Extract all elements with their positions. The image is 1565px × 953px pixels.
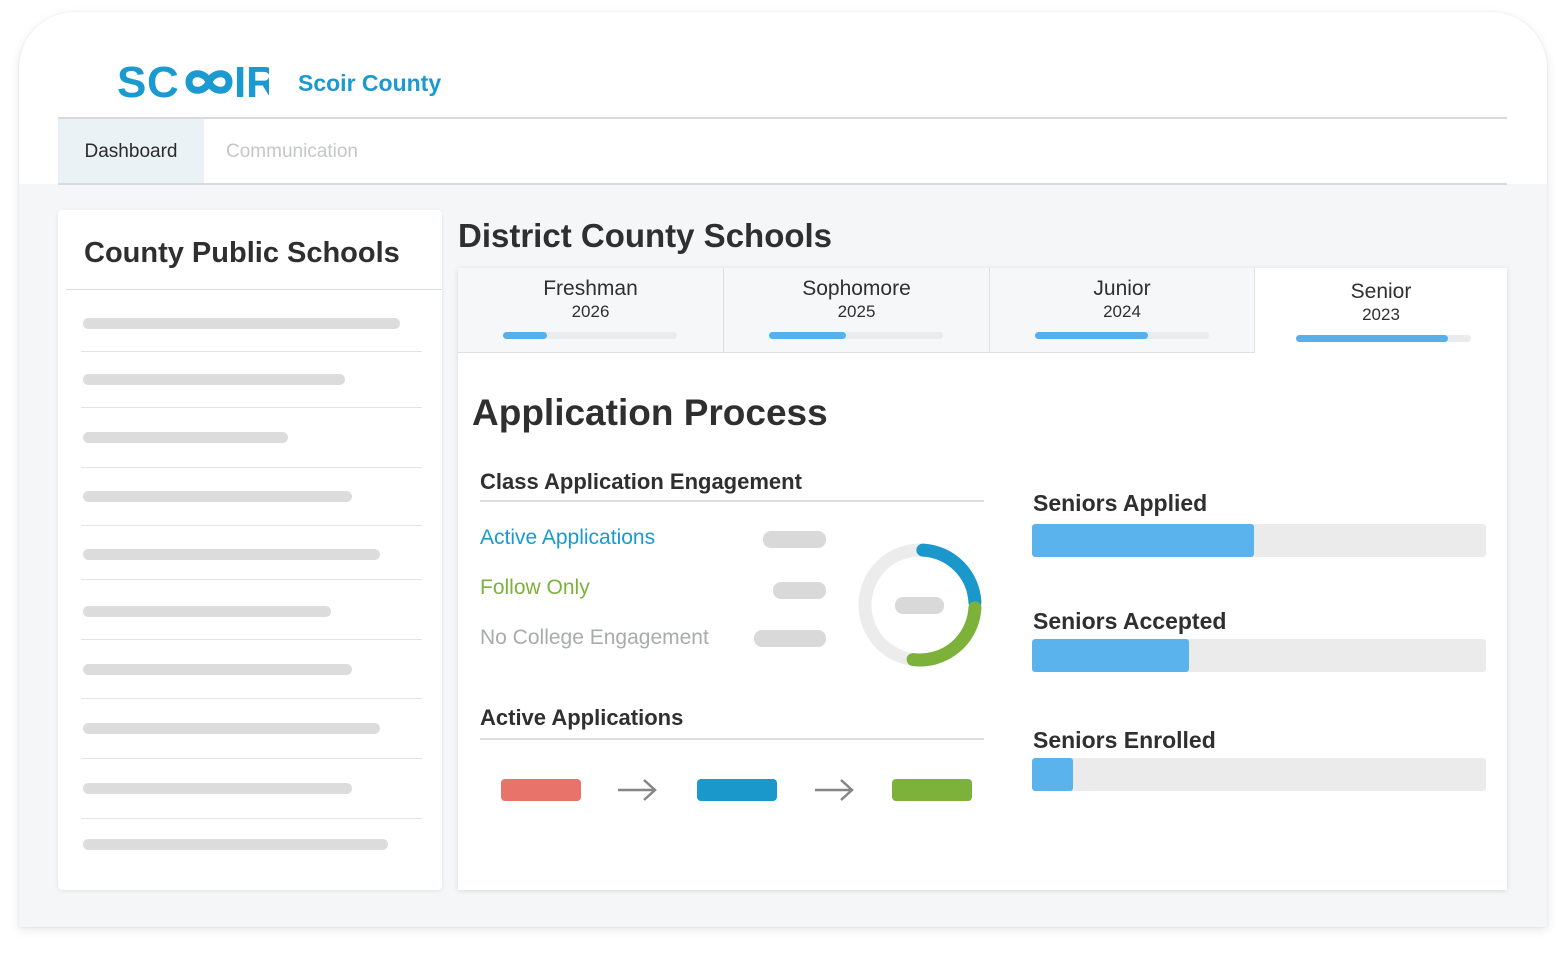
dashboard-card: Freshman 2026 Sophomore 2025 Junior 2024…	[458, 268, 1507, 890]
arrow-right-icon	[618, 779, 657, 801]
section-title: Application Process	[472, 392, 828, 433]
tab-dashboard[interactable]: Dashboard	[58, 119, 204, 184]
legend-value-placeholder	[754, 630, 826, 647]
stat-fill	[1032, 639, 1189, 672]
scoir-logo[interactable]: S C I R	[117, 62, 269, 102]
donut-segment-active	[916, 543, 982, 609]
stat-label-enrolled: Seniors Enrolled	[1033, 727, 1216, 753]
active-applications-title: Active Applications	[480, 705, 684, 730]
donut-center-placeholder	[895, 597, 944, 614]
flow-stage-accepted[interactable]	[697, 779, 777, 801]
list-divider	[81, 698, 422, 699]
stat-bar-accepted	[1032, 639, 1486, 672]
school-list-item[interactable]	[83, 723, 380, 734]
school-list-item[interactable]	[83, 549, 380, 560]
flow-stage-enrolled[interactable]	[892, 779, 972, 801]
app-window: S C I R Scoir County Dashboard Communica…	[19, 12, 1547, 927]
tab-year: 2023	[1362, 305, 1400, 324]
nav-divider	[58, 183, 1507, 185]
tab-label: Freshman	[543, 277, 638, 300]
progress-track	[1296, 335, 1471, 342]
school-list-item[interactable]	[83, 318, 400, 329]
stat-fill	[1032, 758, 1073, 791]
stat-label-applied: Seniors Applied	[1033, 490, 1208, 516]
page-title: District County Schools	[458, 217, 833, 254]
engagement-donut-chart	[858, 543, 982, 667]
list-divider	[81, 467, 422, 468]
school-list-item[interactable]	[83, 374, 345, 385]
legend-no-college-engagement[interactable]: No College Engagement	[480, 626, 709, 649]
tab-junior[interactable]: Junior 2024	[990, 268, 1255, 353]
school-list-item[interactable]	[83, 664, 352, 675]
tab-year: 2025	[837, 302, 876, 321]
active-applications-divider	[480, 738, 984, 740]
school-list-item[interactable]	[83, 432, 288, 443]
tab-freshman[interactable]: Freshman 2026	[458, 268, 724, 353]
engagement-title: Class Application Engagement	[480, 469, 802, 494]
school-list-title: County Public Schools	[84, 237, 400, 269]
tab-communication[interactable]: Communication	[226, 140, 358, 162]
list-divider	[81, 525, 422, 526]
svg-text:C: C	[147, 62, 179, 102]
stat-fill	[1032, 524, 1255, 557]
tab-label: Junior	[1093, 277, 1151, 300]
legend-active-applications[interactable]: Active Applications	[480, 526, 656, 549]
legend-follow-only[interactable]: Follow Only	[480, 576, 590, 599]
progress-fill	[503, 332, 547, 339]
header-divider	[58, 117, 1507, 119]
engagement-divider	[480, 500, 984, 502]
stat-label-accepted: Seniors Accepted	[1033, 608, 1227, 634]
school-list-panel: County Public Schools	[58, 210, 442, 890]
svg-text:R: R	[246, 62, 269, 102]
svg-text:I: I	[234, 62, 246, 102]
list-divider	[81, 818, 422, 819]
list-divider	[81, 758, 422, 759]
progress-track	[503, 332, 677, 339]
org-name: Scoir County	[298, 70, 442, 96]
school-list-item[interactable]	[83, 839, 388, 850]
donut-segment-follow	[906, 601, 982, 667]
tab-sophomore[interactable]: Sophomore 2025	[724, 268, 990, 353]
tab-year: 2024	[1103, 302, 1141, 321]
legend-value-placeholder	[763, 531, 826, 548]
list-divider	[81, 351, 422, 352]
list-divider	[81, 407, 422, 408]
svg-text:S: S	[117, 62, 146, 102]
progress-fill	[1296, 335, 1449, 342]
school-list-item[interactable]	[83, 606, 331, 617]
school-list-item[interactable]	[83, 491, 352, 502]
legend-value-placeholder	[773, 582, 826, 599]
tab-senior[interactable]: Senior 2023	[1255, 268, 1507, 353]
progress-fill	[769, 332, 846, 339]
list-divider	[81, 639, 422, 640]
stat-bar-enrolled	[1032, 758, 1486, 791]
flow-stage-applied[interactable]	[501, 779, 581, 801]
tab-label: Senior	[1350, 280, 1412, 303]
arrow-right-icon	[815, 779, 854, 801]
tab-label: Sophomore	[802, 277, 911, 300]
progress-fill	[1035, 332, 1149, 339]
progress-track	[769, 332, 943, 339]
tab-year: 2026	[571, 302, 610, 321]
school-list-item[interactable]	[83, 783, 352, 794]
list-divider	[81, 579, 422, 580]
school-list-title-divider	[66, 289, 442, 290]
stat-bar-applied	[1032, 524, 1486, 557]
progress-track	[1035, 332, 1209, 339]
logo-infinity-mark	[185, 70, 233, 94]
